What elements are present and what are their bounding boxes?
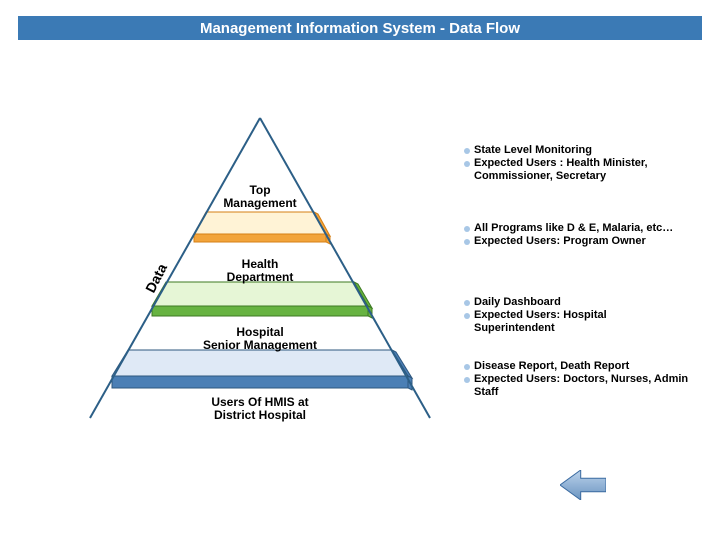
pyramid-level-hospital-senior-management: Hospital Senior Management bbox=[180, 326, 340, 352]
callout-bullet-text: Disease Report, Death Report bbox=[474, 360, 629, 373]
pyramid-diagram: Top Management Health Department Hospital … bbox=[90, 118, 430, 418]
bullet-marker-icon bbox=[464, 226, 470, 232]
bullet-marker-icon bbox=[464, 148, 470, 154]
callout-bullet-text: Daily Dashboard bbox=[474, 296, 561, 309]
callout-bullet: All Programs like D & E, Malaria, etc… bbox=[464, 222, 692, 235]
bullet-marker-icon bbox=[464, 313, 470, 319]
callout-bullet-text: Expected Users: Doctors, Nurses, Admin S… bbox=[474, 373, 692, 399]
callout-bullet-text: Expected Users : Health Minister, Commis… bbox=[474, 157, 682, 183]
callout-health-dept: All Programs like D & E, Malaria, etc…Ex… bbox=[458, 218, 698, 252]
callout-bullet-text: State Level Monitoring bbox=[474, 144, 592, 157]
callout-bullet-text: Expected Users: Program Owner bbox=[474, 235, 646, 248]
back-arrow-icon bbox=[560, 470, 606, 500]
callout-hospital: Daily DashboardExpected Users: Hospital … bbox=[458, 292, 688, 340]
callout-bullet: Expected Users : Health Minister, Commis… bbox=[464, 157, 682, 183]
callout-bullet: Expected Users: Program Owner bbox=[464, 235, 692, 248]
callout-bullet: State Level Monitoring bbox=[464, 144, 682, 157]
bullet-marker-icon bbox=[464, 161, 470, 167]
title-bar: Management Information System - Data Flo… bbox=[18, 16, 702, 40]
nav-arrow[interactable] bbox=[560, 470, 606, 500]
bullet-marker-icon bbox=[464, 364, 470, 370]
pyramid-level-health-department: Health Department bbox=[200, 258, 320, 284]
pyramid-level-top-management: Top Management bbox=[210, 184, 310, 210]
callout-users: Disease Report, Death ReportExpected Use… bbox=[458, 356, 698, 404]
bullet-marker-icon bbox=[464, 300, 470, 306]
callout-bullet-text: Expected Users: Hospital Superintendent bbox=[474, 309, 682, 335]
callout-bullet: Expected Users: Doctors, Nurses, Admin S… bbox=[464, 373, 692, 399]
bullet-marker-icon bbox=[464, 239, 470, 245]
page-title: Management Information System - Data Flo… bbox=[200, 20, 520, 37]
callout-top: State Level MonitoringExpected Users : H… bbox=[458, 140, 688, 188]
pyramid-level-users-of-hmis: Users Of HMIS at District Hospital bbox=[180, 396, 340, 422]
callout-bullet: Expected Users: Hospital Superintendent bbox=[464, 309, 682, 335]
bullet-marker-icon bbox=[464, 377, 470, 383]
callout-bullet-text: All Programs like D & E, Malaria, etc… bbox=[474, 222, 673, 235]
callout-bullet: Daily Dashboard bbox=[464, 296, 682, 309]
callout-bullet: Disease Report, Death Report bbox=[464, 360, 692, 373]
